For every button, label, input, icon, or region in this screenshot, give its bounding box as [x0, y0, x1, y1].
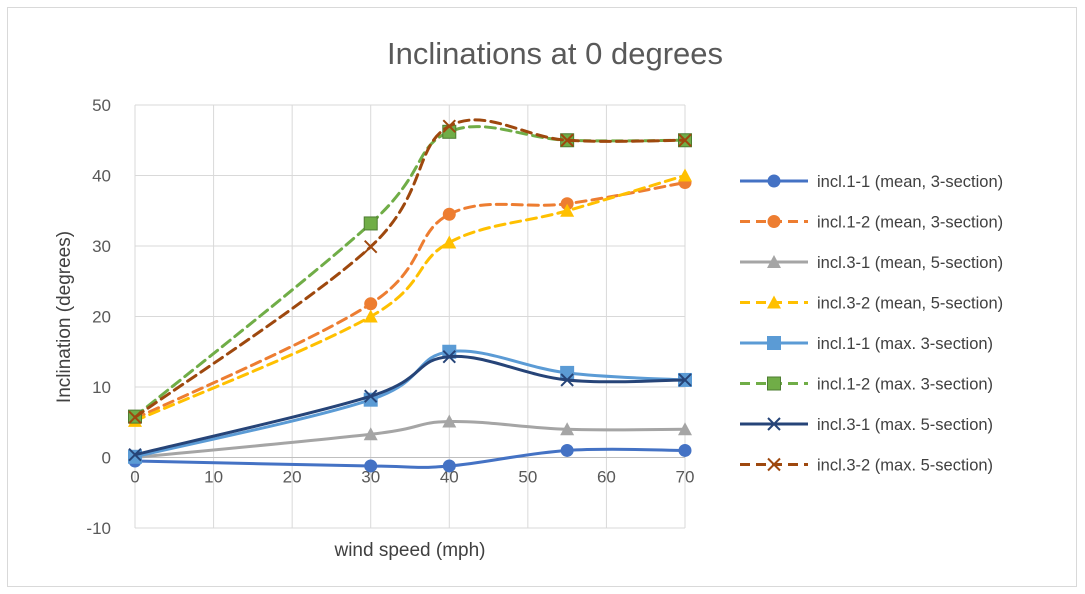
legend-label: incl.3-1 (max. 5-section) [817, 416, 993, 434]
x-tick-label: 20 [283, 468, 302, 487]
data-point [363, 427, 378, 441]
x-tick-label: 50 [518, 468, 537, 487]
data-point [128, 410, 142, 425]
data-point [442, 207, 456, 221]
legend-label: incl.1-1 (max. 3-section) [817, 335, 993, 353]
series-line [133, 419, 687, 459]
legend-marker [767, 215, 781, 228]
data-point [678, 168, 692, 182]
legend-entry: incl.3-1 (max. 5-section) [740, 416, 993, 434]
data-point [442, 119, 456, 133]
data-point [560, 203, 575, 217]
x-tick-label: 10 [204, 468, 223, 487]
y-tick-label: 40 [92, 167, 111, 186]
legend-label: incl.1-2 (max. 3-section) [817, 376, 993, 394]
y-tick-label: 20 [92, 308, 111, 327]
data-point [364, 389, 378, 403]
legend-marker [767, 376, 781, 391]
data-point [560, 443, 574, 457]
series-line [133, 349, 687, 459]
data-point [560, 422, 575, 436]
data-point [128, 447, 142, 462]
x-tick-label: 0 [130, 468, 139, 487]
y-axis-label: Inclination (degrees) [54, 231, 75, 403]
series-lines [128, 118, 692, 473]
y-tick-label: 50 [92, 96, 111, 115]
legend-entry: incl.1-1 (max. 3-section) [740, 335, 993, 353]
data-point [442, 459, 456, 473]
legend-marker [767, 417, 781, 431]
chart-area [7, 7, 1077, 587]
y-tick-label: 30 [92, 237, 111, 256]
data-point [678, 373, 692, 387]
chart-title: Inclinations at 0 degrees [387, 36, 723, 71]
legend-label: incl.1-2 (mean, 3-section) [817, 214, 1003, 232]
legend-label: incl.3-2 (mean, 5-section) [817, 295, 1003, 313]
series-4 [128, 168, 692, 427]
legend-label: incl.3-2 (max. 5-section) [817, 457, 993, 475]
data-point [560, 373, 574, 387]
y-tick-label: 0 [102, 449, 111, 468]
data-point [560, 365, 575, 380]
legend: incl.1-1 (mean, 3-section) incl.1-2 (mean… [740, 173, 1003, 475]
series-line [133, 354, 687, 457]
legend-label: incl.3-1 (mean, 5-section) [817, 254, 1003, 272]
legend-entry: incl.1-1 (mean, 3-section) [740, 173, 1003, 191]
x-tick-label: 40 [440, 468, 459, 487]
data-point [364, 239, 378, 254]
series-line [133, 174, 687, 423]
legend-entry: incl.1-2 (mean, 3-section) [740, 214, 1003, 232]
gridlines [134, 104, 686, 529]
y-tick-label: 10 [92, 378, 111, 397]
series-line [133, 118, 687, 419]
series-7 [128, 349, 692, 462]
x-axis-label: wind speed (mph) [333, 540, 485, 561]
data-point [678, 422, 692, 436]
data-point [363, 309, 378, 323]
series-1 [128, 443, 692, 473]
series-line [133, 181, 687, 421]
data-point [364, 459, 378, 473]
data-point [363, 216, 378, 231]
data-point [442, 349, 456, 364]
legend-marker [767, 457, 781, 472]
series-8 [128, 118, 692, 425]
data-point [678, 443, 692, 457]
legend-marker [767, 295, 781, 309]
legend-marker [767, 174, 781, 188]
legend-entry: incl.3-1 (mean, 5-section) [740, 254, 1003, 272]
y-tick-label: -10 [86, 519, 111, 538]
legend-marker [767, 336, 781, 350]
y-tick-labels: -10 0 10 20 30 40 50 [86, 96, 111, 538]
series-line [133, 447, 687, 469]
series-line [133, 125, 687, 419]
data-point [560, 197, 574, 211]
x-tick-label: 30 [361, 468, 380, 487]
legend-entry: incl.3-2 (mean, 5-section) [740, 295, 1003, 313]
data-point [678, 133, 692, 147]
x-tick-label: 60 [597, 468, 616, 487]
data-point [442, 235, 457, 249]
legend-marker [767, 255, 781, 268]
data-point [364, 297, 378, 311]
data-point [560, 133, 574, 147]
x-tick-label: 70 [676, 468, 695, 487]
x-tick-labels: 0 10 20 30 40 50 60 70 [130, 468, 694, 487]
legend-label: incl.1-1 (mean, 3-section) [817, 173, 1003, 191]
legend-entry: incl.1-2 (max. 3-section) [740, 376, 993, 394]
series-3 [128, 414, 692, 464]
data-point [442, 414, 457, 428]
legend-entry: incl.3-2 (max. 5-section) [740, 457, 993, 475]
